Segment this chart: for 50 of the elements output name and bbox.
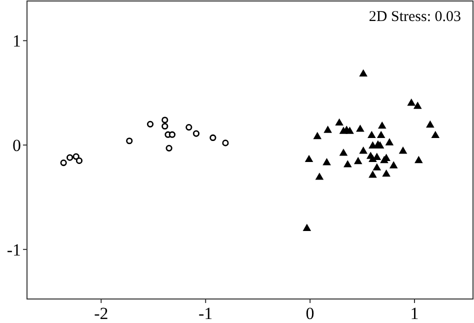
point (186, 124, 192, 131)
point (368, 170, 377, 178)
x-tick-label: -1 (198, 304, 213, 323)
x-tick-label: -2 (94, 304, 108, 323)
point (372, 163, 382, 170)
point (414, 156, 423, 164)
y-tick-label: 0 (12, 136, 21, 155)
point (313, 132, 322, 140)
point (322, 158, 331, 166)
point (385, 138, 394, 146)
point (382, 169, 390, 177)
point (431, 130, 440, 138)
point (72, 153, 80, 160)
point (354, 156, 362, 164)
point (126, 138, 133, 144)
point (162, 122, 168, 130)
point (359, 146, 368, 154)
point (368, 130, 376, 138)
point (76, 157, 83, 164)
point (324, 126, 332, 133)
point (335, 118, 344, 126)
point (356, 124, 364, 132)
y-tick-label: 1 (12, 32, 21, 51)
point (426, 120, 434, 128)
point (192, 130, 200, 137)
x-tick-label: 0 (306, 304, 314, 323)
point (407, 98, 416, 106)
point (304, 154, 314, 162)
point (346, 126, 354, 134)
point (222, 140, 229, 146)
point (302, 224, 312, 231)
point (210, 134, 216, 142)
annotation: 2D Stress: 0.03 (368, 9, 461, 25)
point (389, 161, 398, 168)
point (162, 116, 168, 124)
y-tick-label: -1 (6, 240, 21, 260)
point (315, 172, 324, 180)
point (339, 148, 348, 156)
x-tick-label: 1 (410, 304, 419, 323)
point (376, 130, 386, 138)
point (344, 160, 352, 168)
point (413, 102, 422, 109)
point (66, 154, 74, 161)
point (166, 144, 172, 152)
point (378, 121, 386, 129)
point (168, 131, 176, 138)
point (146, 120, 154, 128)
point (398, 146, 408, 154)
point (359, 69, 368, 76)
point (60, 159, 67, 166)
